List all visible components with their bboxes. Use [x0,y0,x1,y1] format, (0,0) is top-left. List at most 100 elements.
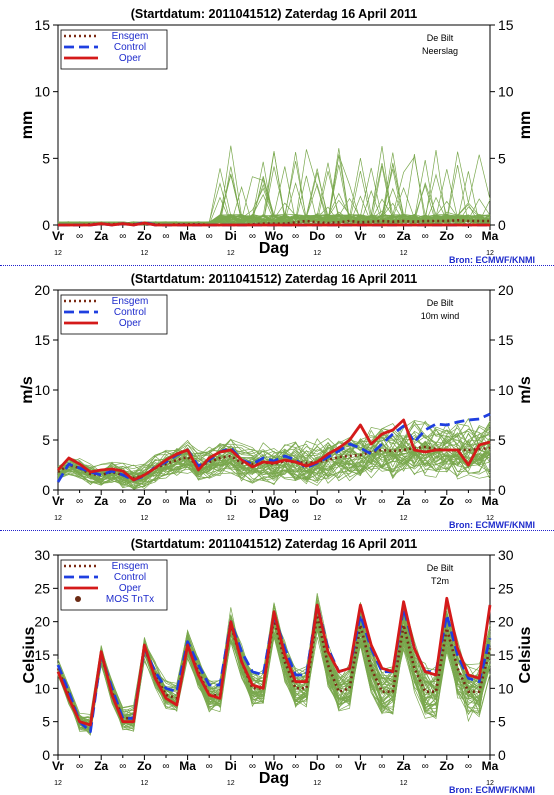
station-label: De Bilt [427,33,454,43]
ensemble-member-line [57,445,491,489]
x-noon-label: 12 [227,250,235,257]
ensemble-member-line [57,423,491,474]
legend-label: Oper [119,53,142,64]
ensemble-member-line [57,448,491,486]
y-axis-label-right: m/s [517,376,534,404]
x-noon-label: 12 [141,250,149,257]
x-day-label: Za [94,494,108,508]
x-day-label: Ma [482,229,499,243]
x-day-label: Zo [439,494,454,508]
x-noon-label: 12 [313,515,321,522]
x-midnight-mark: ∞ [119,496,126,507]
y-tick-label-left: 5 [42,150,50,166]
ensemble-member-line [57,450,491,489]
y-tick-label-right: 0 [498,482,506,498]
x-day-label: Za [397,229,411,243]
x-day-label: Ma [179,229,196,243]
x-midnight-mark: ∞ [335,761,342,772]
x-day-label: Di [225,759,237,773]
ensemble-member-line [57,601,491,723]
x-day-label: Za [94,759,108,773]
ensemble-members [57,145,491,226]
variable-label: T2m [431,576,449,586]
x-noon-label: 12 [141,515,149,522]
legend-label: Control [114,307,146,318]
x-day-label: Zo [137,759,152,773]
ensemble-member-line [57,625,491,732]
series-oper-line [56,596,492,727]
x-midnight-mark: ∞ [378,231,385,242]
x-noon-label: 12 [486,250,494,257]
x-day-label: Ma [179,759,196,773]
legend-label: MOS TnTx [106,594,154,605]
x-day-label: Do [309,759,325,773]
x-midnight-mark: ∞ [76,231,83,242]
y-tick-label-left: 10 [34,680,50,696]
x-day-label: Do [309,494,325,508]
y-axis-label-right: Celsius [517,626,534,683]
y-tick-label-left: 10 [34,84,50,100]
x-midnight-mark: ∞ [119,761,126,772]
x-axis-label: Dag [259,770,289,787]
y-tick-label-left: 20 [34,282,50,298]
x-noon-label: 12 [486,780,494,787]
legend-box [60,294,168,335]
x-day-label: Za [94,229,108,243]
y-tick-label-right: 15 [498,17,514,33]
x-day-label: Vr [52,494,64,508]
y-tick-label-right: 15 [498,647,514,663]
y-tick-label-left: 15 [34,332,50,348]
x-day-label: Vr [354,229,366,243]
y-tick-label-left: 15 [34,647,50,663]
series-oper-line [58,221,490,227]
y-tick-label-right: 0 [498,217,506,233]
y-tick-label-left: 5 [42,432,50,448]
x-day-label: Ma [482,494,499,508]
x-axis-label: Dag [259,240,289,257]
y-tick-label-right: 20 [498,614,514,630]
x-day-label: Wo [265,494,283,508]
chart-title: (Startdatum: 2011041512) Zaterdag 16 Apr… [131,7,418,21]
x-midnight-mark: ∞ [206,761,213,772]
legend-box [60,29,168,70]
variable-label: 10m wind [421,311,460,321]
ensemble-member-line [57,214,491,226]
chart-title: (Startdatum: 2011041512) Zaterdag 16 Apr… [131,537,418,551]
panel-divider-1 [0,265,554,266]
y-tick-label-left: 25 [34,580,50,596]
legend-label: Ensgem [112,31,149,42]
x-midnight-mark: ∞ [378,761,385,772]
x-noon-label: 12 [400,515,408,522]
x-midnight-mark: ∞ [292,496,299,507]
y-tick-label-right: 5 [498,714,506,730]
x-day-label: Vr [354,759,366,773]
station-label: De Bilt [427,298,454,308]
x-day-label: Zo [439,229,454,243]
x-day-label: Vr [52,229,64,243]
legend-label: Control [114,42,146,53]
y-axis-label-left: mm [19,111,36,139]
x-midnight-mark: ∞ [422,761,429,772]
x-noon-label: 12 [486,515,494,522]
x-day-label: Di [225,229,237,243]
y-tick-label-right: 5 [498,150,506,166]
series-control-line [56,412,491,483]
x-midnight-mark: ∞ [465,231,472,242]
x-midnight-mark: ∞ [465,761,472,772]
x-day-label: Do [309,229,325,243]
x-midnight-mark: ∞ [249,761,256,772]
y-tick-label-right: 10 [498,84,514,100]
x-noon-label: 12 [313,250,321,257]
x-day-label: Za [397,494,411,508]
y-tick-label-left: 30 [34,547,50,563]
x-midnight-mark: ∞ [162,496,169,507]
y-tick-label-right: 10 [498,680,514,696]
x-noon-label: 12 [54,515,62,522]
x-midnight-mark: ∞ [119,231,126,242]
y-tick-label-left: 20 [34,614,50,630]
ensemble-member-line [57,626,491,732]
x-noon-label: 12 [227,515,235,522]
x-noon-label: 12 [141,780,149,787]
x-midnight-mark: ∞ [76,761,83,772]
y-axis-label-right: mm [517,111,534,139]
